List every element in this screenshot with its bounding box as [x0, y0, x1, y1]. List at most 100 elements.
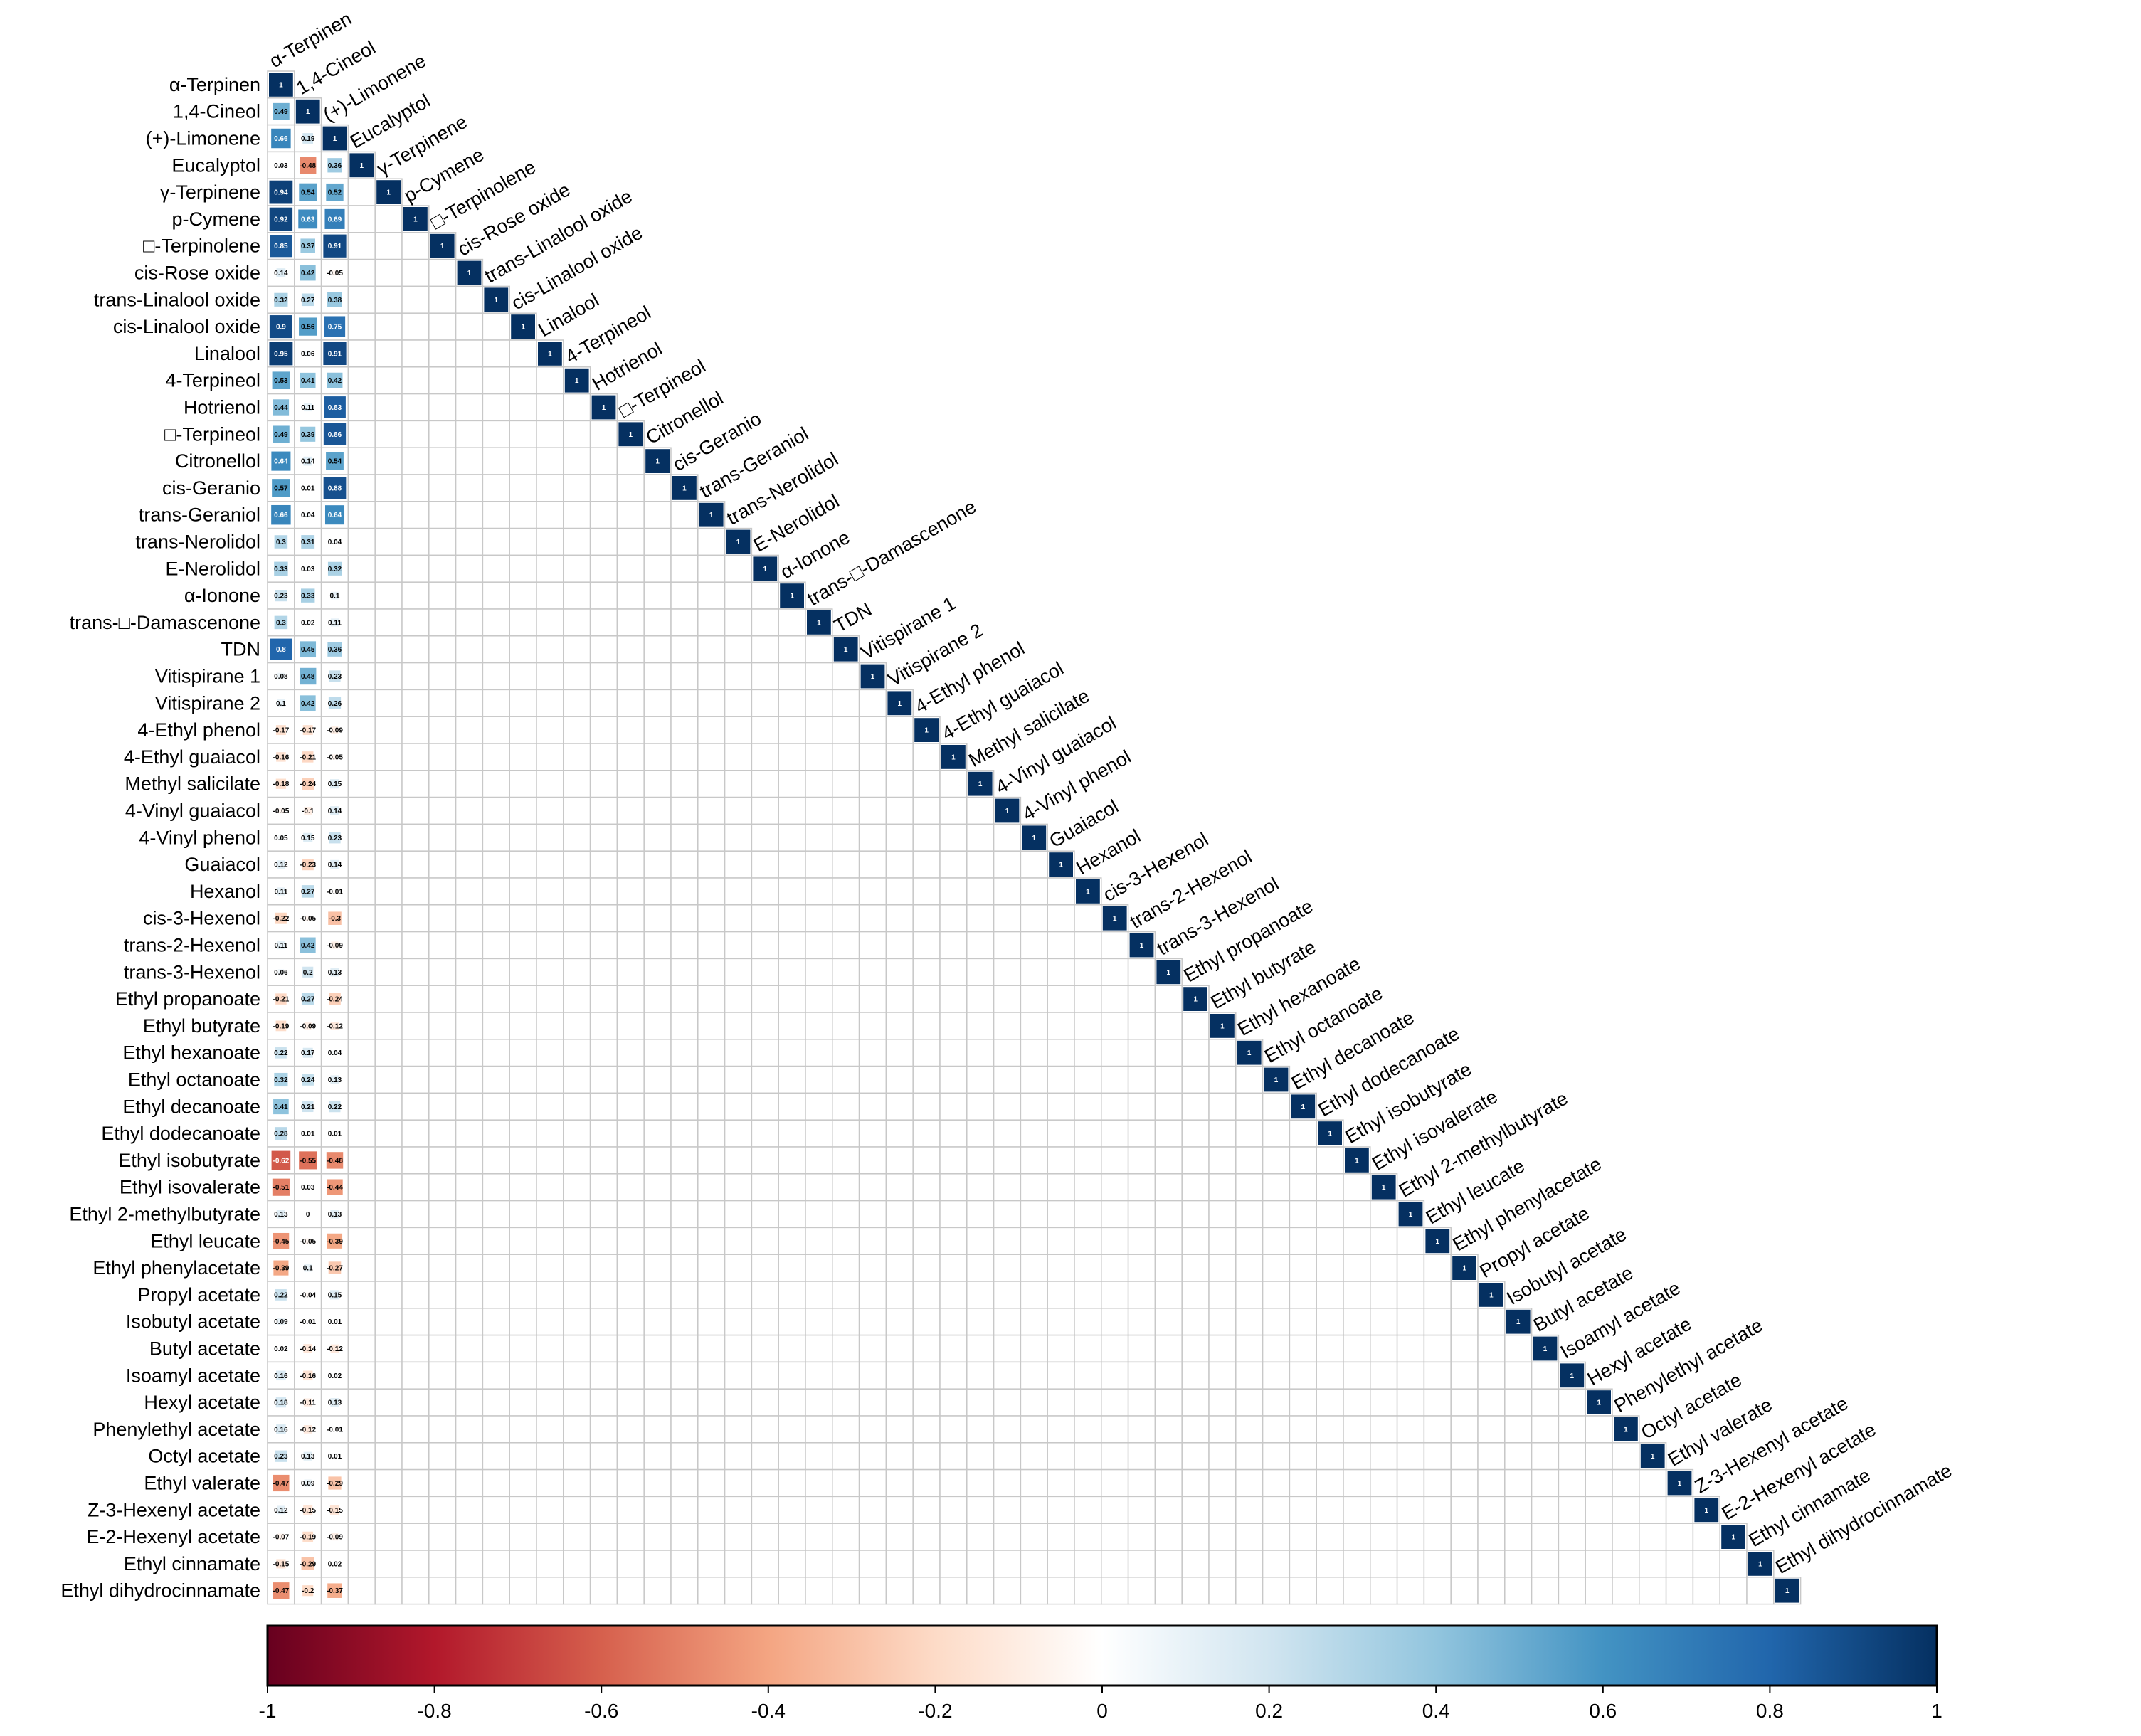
heatmap-cell-bg	[1531, 1388, 1560, 1417]
heatmap-cell-bg	[455, 366, 484, 395]
heatmap-cell-bg	[966, 823, 995, 852]
heatmap-cell-bg	[563, 904, 591, 933]
heatmap-cell-bg	[1262, 1119, 1291, 1148]
heatmap-cell-value: 0.16	[274, 1426, 288, 1434]
heatmap-cell-bg	[1289, 1415, 1317, 1444]
heatmap-cell-bg	[428, 1254, 457, 1282]
heatmap-cell-bg	[1154, 1281, 1183, 1309]
heatmap-cell-bg	[347, 1334, 376, 1363]
heatmap-cell-bg	[885, 931, 914, 960]
heatmap-cell-fill	[887, 691, 912, 716]
heatmap-cell-bg	[1047, 1334, 1075, 1363]
heatmap-cell-bg	[1235, 1334, 1264, 1363]
heatmap-cell-bg	[347, 1468, 376, 1498]
row-label: Ethyl butyrate	[143, 1015, 260, 1037]
heatmap-cell-fill	[323, 234, 347, 258]
heatmap-cell-bg	[1181, 1065, 1210, 1094]
heatmap-cell-bg	[751, 1415, 779, 1444]
heatmap-cell-bg	[1154, 1012, 1183, 1040]
heatmap-cell-bg	[885, 1119, 914, 1148]
heatmap-cell-fill	[270, 638, 292, 660]
heatmap-cell-bg	[589, 716, 618, 744]
heatmap-cell-bg	[1127, 1227, 1156, 1255]
heatmap-cell-bg	[643, 1146, 672, 1175]
heatmap-cell-bg	[697, 1281, 726, 1309]
heatmap-cell-bg	[697, 1577, 726, 1605]
heatmap-cell-bg	[643, 1092, 672, 1121]
heatmap-cell-bg	[1719, 1577, 1748, 1605]
heatmap-cell-fill	[699, 502, 724, 527]
heatmap-cell-bg	[347, 743, 376, 771]
heatmap-cell-bg	[643, 1173, 672, 1202]
heatmap-cell-bg	[509, 1442, 537, 1471]
heatmap-cell-bg	[1692, 1550, 1720, 1578]
heatmap-cell-bg	[643, 1065, 672, 1094]
heatmap-cell-fill	[306, 1320, 310, 1324]
heatmap-cell-bg	[1316, 1388, 1344, 1417]
heatmap-cell-bg	[939, 823, 968, 852]
heatmap-cell-bg	[616, 447, 645, 475]
row-label: trans-Linalool oxide	[94, 289, 260, 310]
heatmap-cell-value: 0.03	[301, 566, 315, 573]
heatmap-cell-fill	[726, 529, 751, 554]
heatmap-cell-bg	[455, 931, 484, 960]
heatmap-cell-bg	[1423, 1254, 1452, 1282]
heatmap-cell-bg	[509, 1361, 537, 1390]
heatmap-cell-bg	[1289, 1577, 1317, 1605]
heatmap-cell-fill	[1694, 1498, 1719, 1523]
heatmap-cell-bg	[347, 393, 376, 422]
heatmap-cell-value: -0.21	[300, 753, 316, 761]
heatmap-cell-bg	[805, 1415, 833, 1444]
heatmap-cell-bg	[832, 1200, 860, 1229]
heatmap-cell-bg	[589, 1146, 618, 1175]
heatmap-cell-bg	[1020, 1200, 1048, 1229]
heatmap-cell-bg	[751, 1388, 779, 1417]
heatmap-cell-bg	[1181, 1254, 1210, 1282]
heatmap-cell-bg	[428, 285, 457, 314]
heatmap-cell-bg	[401, 877, 430, 906]
colorbar-tick-label: -0.4	[751, 1700, 786, 1722]
heatmap-cell-bg	[832, 1039, 860, 1067]
heatmap-cell-bg	[1181, 1146, 1210, 1175]
heatmap-cell-bg	[966, 850, 995, 879]
heatmap-cell-bg	[885, 1468, 914, 1498]
heatmap-cell-bg	[589, 1200, 618, 1229]
heatmap-cell-value: 1	[1624, 1426, 1628, 1434]
heatmap-cell-bg	[858, 1119, 887, 1148]
heatmap-cell-bg	[509, 850, 537, 879]
heatmap-cell-bg	[374, 823, 403, 852]
heatmap-cell-bg	[1020, 1388, 1048, 1417]
heatmap-cell-fill	[305, 915, 311, 921]
heatmap-cell-bg	[912, 1065, 941, 1094]
heatmap-cell-bg	[643, 474, 672, 502]
row-label: Ethyl isobutyrate	[118, 1150, 260, 1171]
heatmap-cell-bg	[563, 716, 591, 744]
heatmap-cell-bg	[401, 1227, 430, 1255]
heatmap-cell-fill	[645, 449, 670, 473]
heatmap-cell-bg	[1504, 1523, 1533, 1551]
heatmap-cell-bg	[1316, 1361, 1344, 1390]
heatmap-cell-bg	[536, 1012, 564, 1040]
heatmap-cell-bg	[1343, 1334, 1371, 1363]
heatmap-cell-bg	[482, 958, 510, 986]
heatmap-cell-bg	[885, 1012, 914, 1040]
heatmap-cell-bg	[428, 1281, 457, 1309]
heatmap-cell-bg	[643, 931, 672, 960]
heatmap-cell-value: 1	[279, 81, 283, 89]
heatmap-cell-bg	[778, 850, 806, 879]
heatmap-cell-bg	[374, 1496, 403, 1524]
heatmap-cell-bg	[1558, 1468, 1586, 1498]
heatmap-cell-bg	[401, 1039, 430, 1067]
heatmap-cell-bg	[1208, 1308, 1237, 1336]
heatmap-cell-bg	[1262, 1468, 1291, 1498]
heatmap-cell-bg	[1262, 1227, 1291, 1255]
heatmap-cell-bg	[1370, 1334, 1398, 1363]
heatmap-cell-value: -0.27	[327, 1265, 343, 1273]
heatmap-cell-bg	[1639, 1468, 1667, 1498]
heatmap-cell-bg	[589, 743, 618, 771]
heatmap-cell-bg	[401, 258, 430, 287]
heatmap-cell-bg	[1504, 1442, 1533, 1471]
heatmap-cell-fill	[301, 885, 314, 898]
heatmap-cell-value: 0.91	[328, 350, 342, 358]
heatmap-cell-value: 1	[413, 216, 418, 223]
